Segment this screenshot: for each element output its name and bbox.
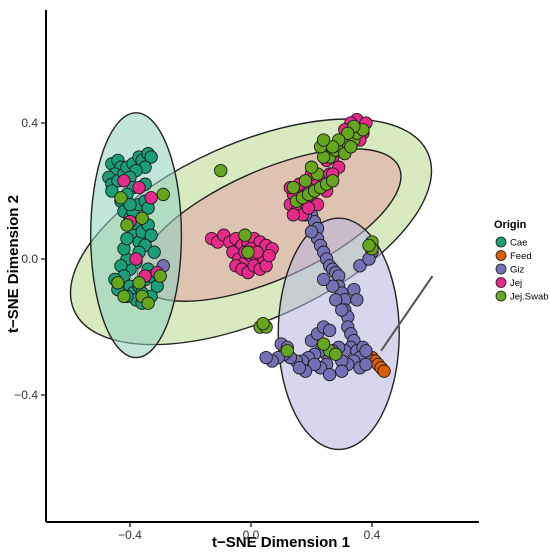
point-jej-swab — [316, 337, 331, 351]
feed-connector-line — [380, 275, 434, 352]
point-jej-swab — [153, 269, 167, 283]
point-jej-swab — [117, 289, 131, 304]
point-giz — [316, 272, 331, 287]
legend-swatch-jej — [495, 277, 507, 288]
legend-label-jej: Jej — [510, 278, 522, 289]
point-giz — [322, 323, 337, 338]
point-jej — [117, 174, 131, 188]
point-jej-swab — [238, 228, 252, 242]
legend-label-feed: Feed — [510, 251, 532, 262]
point-jej-swab — [256, 316, 270, 331]
point-jej — [262, 248, 276, 263]
y-tick-label: 0.4 — [21, 116, 38, 130]
point-giz — [292, 361, 307, 375]
point-giz — [359, 344, 373, 358]
point-giz — [335, 364, 349, 378]
axis-ticks: −0.4 0.0 0.4 0.4 0.0 −0.4 — [14, 116, 380, 542]
point-feed — [377, 364, 391, 378]
point-cae — [147, 245, 161, 259]
point-jej-swab — [326, 174, 340, 188]
y-axis-title: t−SNE Dimension 2 — [5, 195, 22, 333]
point-giz — [326, 279, 340, 293]
point-jej-swab — [298, 174, 313, 188]
y-tick-label: −0.4 — [14, 388, 38, 402]
point-giz — [322, 367, 337, 382]
point-jej-swab — [156, 187, 170, 202]
point-jej — [286, 208, 300, 222]
legend-swatch-jej-swab — [495, 290, 507, 302]
legend-swatch-feed — [495, 250, 507, 261]
data-points — [102, 112, 391, 382]
legend-swatch-cae — [495, 236, 507, 248]
point-giz — [259, 350, 273, 365]
legend-label-giz: Giz — [510, 265, 525, 276]
legend-label-cae: Cae — [510, 238, 527, 249]
point-jej-swab — [286, 180, 300, 195]
x-tick-label: −0.4 — [118, 528, 142, 542]
ellipse-giz — [277, 217, 400, 451]
point-jej — [132, 180, 146, 195]
point-giz — [329, 293, 343, 307]
point-jej-swab — [120, 218, 134, 232]
point-jej-swab — [362, 238, 376, 253]
point-jej-swab — [341, 126, 355, 140]
point-cae — [120, 231, 134, 246]
point-cae — [123, 197, 137, 212]
point-jej — [301, 201, 316, 215]
point-jej — [129, 252, 143, 266]
point-jej-swab — [329, 347, 343, 361]
point-jej-swab — [111, 276, 125, 290]
y-tick-label: 0.0 — [21, 252, 38, 266]
point-giz — [335, 303, 349, 317]
x-tick-label: 0.0 — [243, 528, 260, 542]
point-jej-swab — [214, 163, 228, 178]
legend-title: Origin — [494, 219, 527, 231]
point-giz — [307, 357, 322, 372]
point-jej-swab — [132, 276, 146, 290]
point-cae — [105, 184, 119, 198]
point-jej-swab — [304, 160, 319, 174]
point-jej — [144, 191, 158, 205]
point-jej-swab — [135, 211, 149, 225]
point-giz — [353, 259, 367, 273]
point-cae — [144, 150, 158, 164]
point-cae — [144, 228, 158, 242]
point-jej-swab — [316, 133, 331, 147]
point-giz — [304, 225, 319, 239]
legend-swatch-giz — [495, 263, 507, 275]
point-jej-swab — [141, 296, 155, 310]
legend-items: Cae Feed Giz Jej Jej.Swab — [495, 236, 549, 303]
point-jej-swab — [280, 344, 294, 358]
point-giz — [350, 293, 364, 307]
legend-label-jej-swab: Jej.Swab — [510, 292, 549, 303]
point-jej-swab — [344, 140, 358, 154]
legend: Origin Cae Feed Giz Jej Jej.Swab — [494, 219, 549, 303]
x-axis-title: t−SNE Dimension 1 — [212, 534, 350, 551]
point-giz — [359, 357, 373, 372]
x-tick-label: 0.4 — [364, 528, 381, 542]
point-jej-swab — [114, 191, 128, 205]
point-jej-swab — [241, 245, 255, 259]
